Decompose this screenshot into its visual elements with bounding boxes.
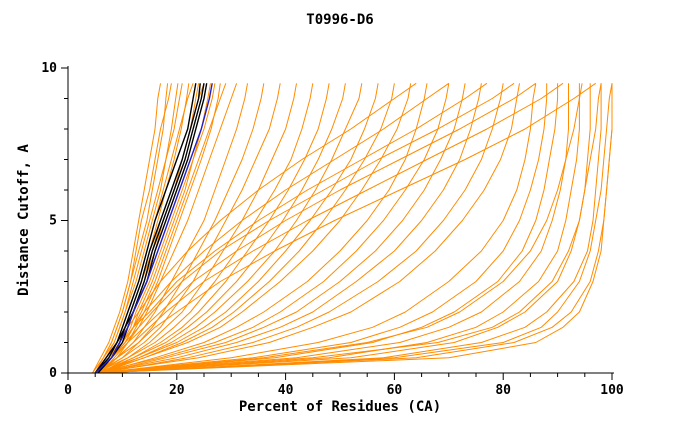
series-curve-k bbox=[97, 83, 205, 374]
series-curve-o bbox=[95, 83, 379, 374]
x-tick-label: 0 bbox=[64, 383, 72, 398]
y-tick-label: 5 bbox=[49, 214, 57, 229]
series-curve-o bbox=[94, 83, 281, 374]
series-curve-o bbox=[100, 83, 602, 374]
series-curve-o bbox=[95, 83, 569, 374]
series-curve-o bbox=[100, 83, 580, 374]
series-curve-o bbox=[97, 83, 482, 374]
x-axis-label: Percent of Residues (CA) bbox=[238, 399, 442, 415]
series-curve-o bbox=[97, 83, 265, 374]
series-curve-o bbox=[95, 83, 613, 374]
series-curve-o bbox=[100, 83, 330, 374]
series-curve-o bbox=[100, 83, 583, 374]
series-curve-o bbox=[94, 82, 537, 374]
x-tick-label: 80 bbox=[495, 383, 511, 398]
series-curve-o bbox=[94, 83, 314, 374]
series-curve-o bbox=[94, 83, 172, 374]
series-curve-o bbox=[100, 83, 559, 374]
x-tick-label: 60 bbox=[387, 383, 403, 398]
series-curve-o bbox=[97, 82, 564, 374]
series-curve-o bbox=[100, 83, 395, 374]
series-curve-o bbox=[92, 83, 161, 374]
chart-title: T0996-D6 bbox=[306, 12, 374, 28]
series-curve-o bbox=[95, 83, 520, 374]
series-curve-k bbox=[94, 83, 197, 374]
y-tick-label: 10 bbox=[41, 61, 57, 76]
series-curve-o bbox=[100, 83, 297, 374]
series-curve-o bbox=[100, 83, 504, 374]
series-curve-o bbox=[97, 83, 412, 374]
y-tick-label: 0 bbox=[49, 366, 57, 381]
series-curve-o bbox=[100, 83, 466, 374]
x-tick-label: 20 bbox=[169, 383, 185, 398]
series-curve-o bbox=[100, 83, 613, 374]
series-curve-o bbox=[95, 83, 602, 374]
series-curve-o bbox=[95, 83, 591, 374]
series-curve-o bbox=[100, 82, 515, 374]
series-curve-o bbox=[94, 82, 596, 374]
series-curve-b bbox=[94, 83, 213, 374]
series-curve-o bbox=[94, 82, 417, 374]
x-tick-label: 100 bbox=[600, 383, 624, 398]
series-curve-o bbox=[94, 83, 183, 374]
series-curve-o bbox=[97, 83, 346, 374]
series-curve-o bbox=[100, 83, 537, 374]
series-curve-k bbox=[94, 83, 208, 374]
series-curve-o bbox=[97, 83, 216, 374]
series-curve-o bbox=[95, 83, 548, 374]
x-tick-label: 40 bbox=[278, 383, 294, 398]
